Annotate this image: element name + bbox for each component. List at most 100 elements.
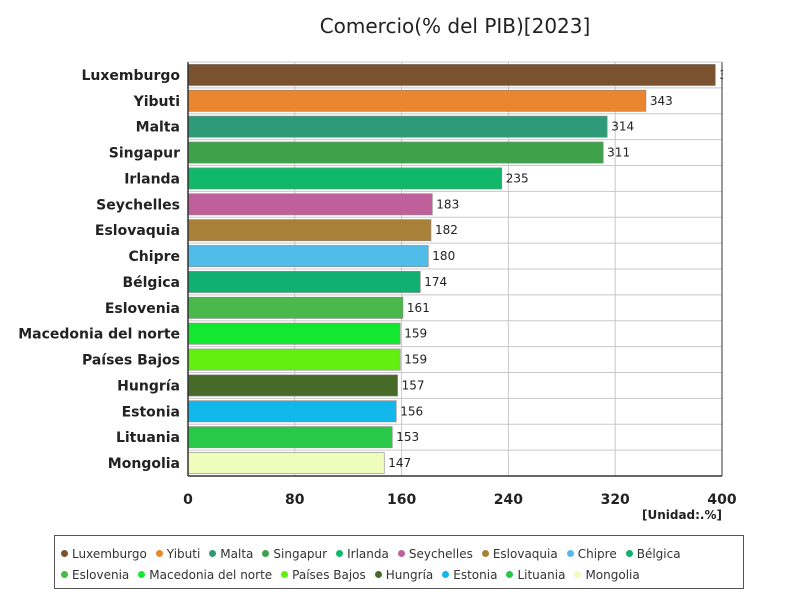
- legend-dot-icon: [336, 550, 344, 557]
- legend-label: Eslovaquia: [492, 546, 558, 561]
- x-tick-label: 80: [285, 492, 305, 508]
- legend-dot-icon: [281, 571, 289, 578]
- plot-right-mask: [723, 62, 800, 476]
- legend-dot-icon: [625, 550, 633, 557]
- category-label: Eslovaquia: [95, 223, 180, 239]
- legend-dot-icon: [397, 550, 405, 557]
- bar: [187, 374, 398, 397]
- value-label: 159: [404, 327, 427, 341]
- legend-item: Yibuti: [155, 543, 201, 564]
- legend-item: Hungría: [374, 564, 434, 585]
- category-label: Irlanda: [124, 171, 180, 187]
- legend-dot-icon: [155, 550, 163, 557]
- bar: [187, 64, 716, 86]
- legend-item: Eslovenia: [61, 564, 129, 585]
- unit-label: [Unidad:.%]: [641, 508, 722, 522]
- bar: [187, 400, 397, 423]
- bar: [187, 89, 647, 112]
- value-label: 159: [404, 353, 427, 367]
- category-label: Hungría: [117, 378, 180, 394]
- category-label: Singapur: [109, 146, 180, 162]
- legend-label: Yibuti: [166, 546, 201, 561]
- legend-label: Lituania: [517, 567, 566, 582]
- legend-item: Mongolia: [574, 564, 640, 585]
- bar: [187, 322, 401, 345]
- category-label: Lituania: [116, 430, 180, 446]
- category-label: Malta: [136, 120, 180, 136]
- legend-dot-icon: [262, 550, 270, 557]
- legend-dot-icon: [442, 571, 450, 578]
- legend-item: Estonia: [442, 564, 497, 585]
- legend-dot-icon: [209, 550, 217, 557]
- legend-label: Mongolia: [585, 567, 640, 582]
- legend-dot-icon: [506, 571, 514, 578]
- x-tick-label: 400: [707, 492, 736, 508]
- category-label: Seychelles: [96, 197, 180, 213]
- value-label: 183: [436, 197, 459, 211]
- legend-item: Seychelles: [397, 543, 473, 564]
- legend-label: Irlanda: [347, 546, 389, 561]
- bar: [187, 193, 433, 216]
- legend-label: Estonia: [453, 567, 498, 582]
- category-label: Eslovenia: [105, 301, 180, 317]
- category-label: Estonia: [122, 404, 180, 420]
- legend-label: Malta: [220, 546, 254, 561]
- bar: [187, 141, 604, 164]
- value-label: 235: [506, 171, 529, 185]
- category-label: Bélgica: [122, 275, 180, 291]
- x-tick-label: 160: [387, 492, 416, 508]
- legend-item: Bélgica: [625, 543, 681, 564]
- legend-item: Lituania: [506, 564, 565, 585]
- bar: [187, 296, 404, 319]
- x-tick-label: 240: [494, 492, 523, 508]
- legend-item: Chipre: [566, 543, 617, 564]
- bar: [187, 167, 503, 190]
- legend-label: Bélgica: [636, 546, 681, 561]
- legend-item: Eslovaquia: [481, 543, 558, 564]
- legend-label: Hungría: [385, 567, 434, 582]
- category-label: Yibuti: [133, 94, 180, 110]
- legend-dot-icon: [61, 550, 68, 557]
- legend-dot-icon: [374, 571, 382, 578]
- value-label: 174: [424, 275, 447, 289]
- value-label: 147: [388, 456, 411, 470]
- value-label: 157: [402, 378, 425, 392]
- value-label: 314: [611, 120, 634, 134]
- legend-label: Chipre: [577, 546, 617, 561]
- category-label: Luxemburgo: [81, 68, 180, 84]
- x-tick-label: 0: [183, 492, 193, 508]
- legend-item: Países Bajos: [281, 564, 366, 585]
- value-label: 182: [435, 223, 458, 237]
- value-label: 180: [432, 249, 455, 263]
- legend: Luxemburgo Yibuti Malta Singapur Irlanda Seyc…: [54, 535, 744, 589]
- value-label: 153: [396, 430, 419, 444]
- bar: [187, 115, 608, 138]
- legend-item: Malta: [209, 543, 253, 564]
- value-label: 161: [407, 301, 430, 315]
- chart-title: Comercio(% del PIB)[2023]: [319, 14, 591, 38]
- legend-item: Irlanda: [336, 543, 389, 564]
- category-label: Macedonia del norte: [18, 327, 180, 343]
- legend-label: Singapur: [273, 546, 328, 561]
- category-label: Mongolia: [108, 456, 180, 472]
- bar: [187, 426, 393, 449]
- value-label: 311: [607, 146, 630, 160]
- value-label: 343: [650, 94, 673, 108]
- category-label: Chipre: [129, 249, 180, 265]
- bar: [187, 452, 385, 474]
- legend-dot-icon: [61, 571, 68, 578]
- legend-dot-icon: [566, 550, 574, 557]
- bar: [187, 219, 432, 242]
- legend-label: Eslovenia: [72, 567, 130, 582]
- legend-item: Macedonia del norte: [138, 564, 272, 585]
- legend-dot-icon: [481, 550, 489, 557]
- legend-dot-icon: [138, 571, 146, 578]
- legend-label: Luxemburgo: [72, 546, 147, 561]
- legend-label: Países Bajos: [292, 567, 366, 582]
- value-label: 156: [400, 404, 423, 418]
- legend-label: Seychelles: [408, 546, 473, 561]
- x-tick-label: 320: [601, 492, 630, 508]
- bar: [187, 348, 401, 371]
- legend-dot-icon: [574, 571, 582, 578]
